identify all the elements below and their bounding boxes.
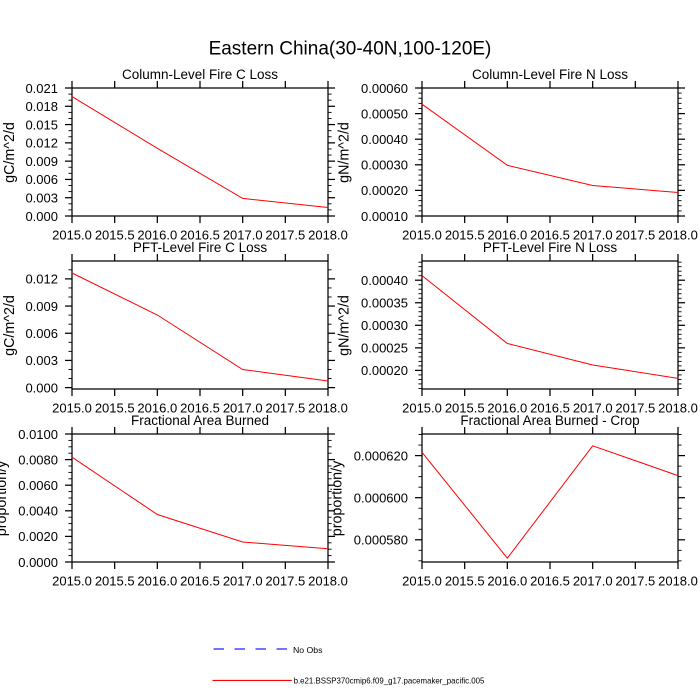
- svg-text:0.000: 0.000: [25, 209, 58, 224]
- svg-text:2015.5: 2015.5: [95, 401, 135, 416]
- svg-text:2016.0: 2016.0: [137, 401, 177, 416]
- svg-text:0.0060: 0.0060: [18, 478, 58, 493]
- svg-text:2015.5: 2015.5: [445, 401, 485, 416]
- svg-text:proportion/y: proportion/y: [0, 460, 10, 536]
- svg-text:gN/m^2/d: gN/m^2/d: [337, 295, 353, 356]
- svg-text:2017.0: 2017.0: [573, 574, 613, 589]
- svg-text:Fractional Area Burned: Fractional Area Burned: [131, 413, 269, 428]
- svg-text:2015.0: 2015.0: [52, 574, 92, 589]
- svg-text:2015.0: 2015.0: [52, 401, 92, 416]
- svg-text:0.00040: 0.00040: [361, 132, 408, 147]
- svg-text:2015.5: 2015.5: [445, 574, 485, 589]
- svg-text:Column-Level Fire N Loss: Column-Level Fire N Loss: [472, 67, 628, 82]
- svg-text:2018.0: 2018.0: [658, 401, 698, 416]
- svg-text:0.003: 0.003: [25, 353, 58, 368]
- svg-text:0.00030: 0.00030: [361, 158, 408, 173]
- svg-text:2018.0: 2018.0: [658, 574, 698, 589]
- svg-text:0.000: 0.000: [25, 380, 58, 395]
- svg-text:2016.0: 2016.0: [137, 574, 177, 589]
- svg-text:0.009: 0.009: [25, 154, 58, 169]
- svg-text:Eastern China(30-40N,100-120E): Eastern China(30-40N,100-120E): [209, 38, 492, 59]
- svg-text:0.006: 0.006: [25, 172, 58, 187]
- svg-text:2017.5: 2017.5: [265, 401, 305, 416]
- svg-text:2015.0: 2015.0: [402, 401, 442, 416]
- svg-text:2017.5: 2017.5: [615, 401, 655, 416]
- svg-text:0.021: 0.021: [25, 81, 58, 96]
- svg-text:0.000620: 0.000620: [354, 448, 408, 463]
- svg-text:2017.5: 2017.5: [615, 574, 655, 589]
- svg-text:0.018: 0.018: [25, 99, 58, 114]
- svg-text:2016.0: 2016.0: [487, 228, 527, 243]
- svg-text:2016.0: 2016.0: [137, 228, 177, 243]
- svg-text:b.e21.BSSP370cmip6.f09_g17.pac: b.e21.BSSP370cmip6.f09_g17.pacemaker_pac…: [294, 675, 485, 685]
- svg-text:gC/m^2/d: gC/m^2/d: [2, 295, 18, 356]
- svg-text:gN/m^2/d: gN/m^2/d: [337, 122, 353, 183]
- svg-text:2016.5: 2016.5: [180, 574, 220, 589]
- svg-text:0.012: 0.012: [25, 136, 58, 151]
- svg-text:0.00010: 0.00010: [361, 209, 408, 224]
- svg-text:0.0020: 0.0020: [18, 529, 58, 544]
- svg-text:0.000580: 0.000580: [354, 533, 408, 548]
- svg-text:proportion/y: proportion/y: [329, 460, 345, 536]
- svg-text:0.00060: 0.00060: [361, 81, 408, 96]
- svg-text:2018.0: 2018.0: [308, 228, 348, 243]
- svg-text:2017.0: 2017.0: [223, 574, 263, 589]
- svg-text:2017.0: 2017.0: [223, 228, 263, 243]
- svg-text:0.00050: 0.00050: [361, 106, 408, 121]
- svg-text:PFT-Level Fire C Loss: PFT-Level Fire C Loss: [133, 240, 268, 255]
- svg-text:PFT-Level Fire N Loss: PFT-Level Fire N Loss: [483, 240, 618, 255]
- svg-text:2018.0: 2018.0: [308, 574, 348, 589]
- svg-text:2016.0: 2016.0: [487, 401, 527, 416]
- svg-text:2015.0: 2015.0: [402, 228, 442, 243]
- svg-text:0.012: 0.012: [25, 272, 58, 287]
- svg-text:2017.0: 2017.0: [573, 401, 613, 416]
- svg-text:0.0040: 0.0040: [18, 504, 58, 519]
- svg-text:2018.0: 2018.0: [658, 228, 698, 243]
- svg-text:0.003: 0.003: [25, 191, 58, 206]
- svg-text:2015.0: 2015.0: [52, 228, 92, 243]
- svg-text:Column-Level Fire C Loss: Column-Level Fire C Loss: [122, 67, 278, 82]
- svg-text:2017.5: 2017.5: [265, 574, 305, 589]
- svg-text:2015.5: 2015.5: [445, 228, 485, 243]
- svg-text:0.00020: 0.00020: [361, 363, 408, 378]
- svg-text:0.0000: 0.0000: [18, 555, 58, 570]
- svg-text:0.00035: 0.00035: [361, 296, 408, 311]
- svg-text:2016.5: 2016.5: [180, 228, 220, 243]
- svg-text:0.00025: 0.00025: [361, 341, 408, 356]
- svg-text:0.015: 0.015: [25, 117, 58, 132]
- svg-text:2015.5: 2015.5: [95, 574, 135, 589]
- svg-text:2017.5: 2017.5: [615, 228, 655, 243]
- svg-text:2017.0: 2017.0: [223, 401, 263, 416]
- svg-text:2016.0: 2016.0: [487, 574, 527, 589]
- svg-text:2016.5: 2016.5: [530, 401, 570, 416]
- svg-text:No Obs: No Obs: [293, 645, 323, 655]
- svg-text:0.009: 0.009: [25, 299, 58, 314]
- svg-text:2017.0: 2017.0: [573, 228, 613, 243]
- svg-text:0.006: 0.006: [25, 326, 58, 341]
- svg-text:0.0080: 0.0080: [18, 452, 58, 467]
- svg-text:gC/m^2/d: gC/m^2/d: [2, 122, 18, 183]
- svg-text:2015.5: 2015.5: [95, 228, 135, 243]
- svg-text:0.0100: 0.0100: [18, 427, 58, 442]
- svg-text:0.00020: 0.00020: [361, 183, 408, 198]
- svg-text:0.00040: 0.00040: [361, 273, 408, 288]
- svg-text:2018.0: 2018.0: [308, 401, 348, 416]
- svg-text:Fractional Area Burned - Crop: Fractional Area Burned - Crop: [460, 413, 639, 428]
- svg-text:2016.5: 2016.5: [530, 574, 570, 589]
- svg-text:2016.5: 2016.5: [180, 401, 220, 416]
- svg-text:0.000600: 0.000600: [354, 491, 408, 506]
- svg-text:2015.0: 2015.0: [402, 574, 442, 589]
- svg-text:0.00030: 0.00030: [361, 318, 408, 333]
- svg-text:2017.5: 2017.5: [265, 228, 305, 243]
- svg-text:2016.5: 2016.5: [530, 228, 570, 243]
